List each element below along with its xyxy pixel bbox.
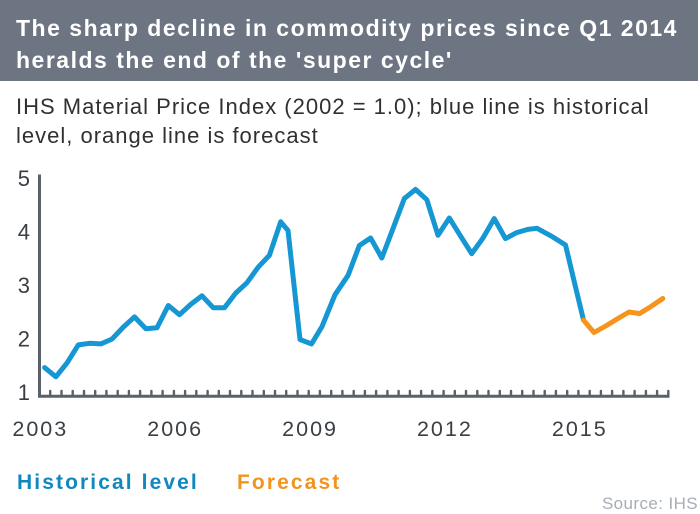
svg-text:2: 2 <box>18 327 30 352</box>
svg-text:2015: 2015 <box>552 417 608 441</box>
svg-text:4: 4 <box>18 219 30 244</box>
svg-text:2006: 2006 <box>147 417 203 441</box>
svg-text:2012: 2012 <box>417 417 473 441</box>
svg-text:2003: 2003 <box>12 417 68 441</box>
svg-text:3: 3 <box>18 273 30 298</box>
svg-text:2009: 2009 <box>282 417 338 441</box>
svg-text:1: 1 <box>18 380 30 405</box>
svg-text:5: 5 <box>18 166 30 191</box>
